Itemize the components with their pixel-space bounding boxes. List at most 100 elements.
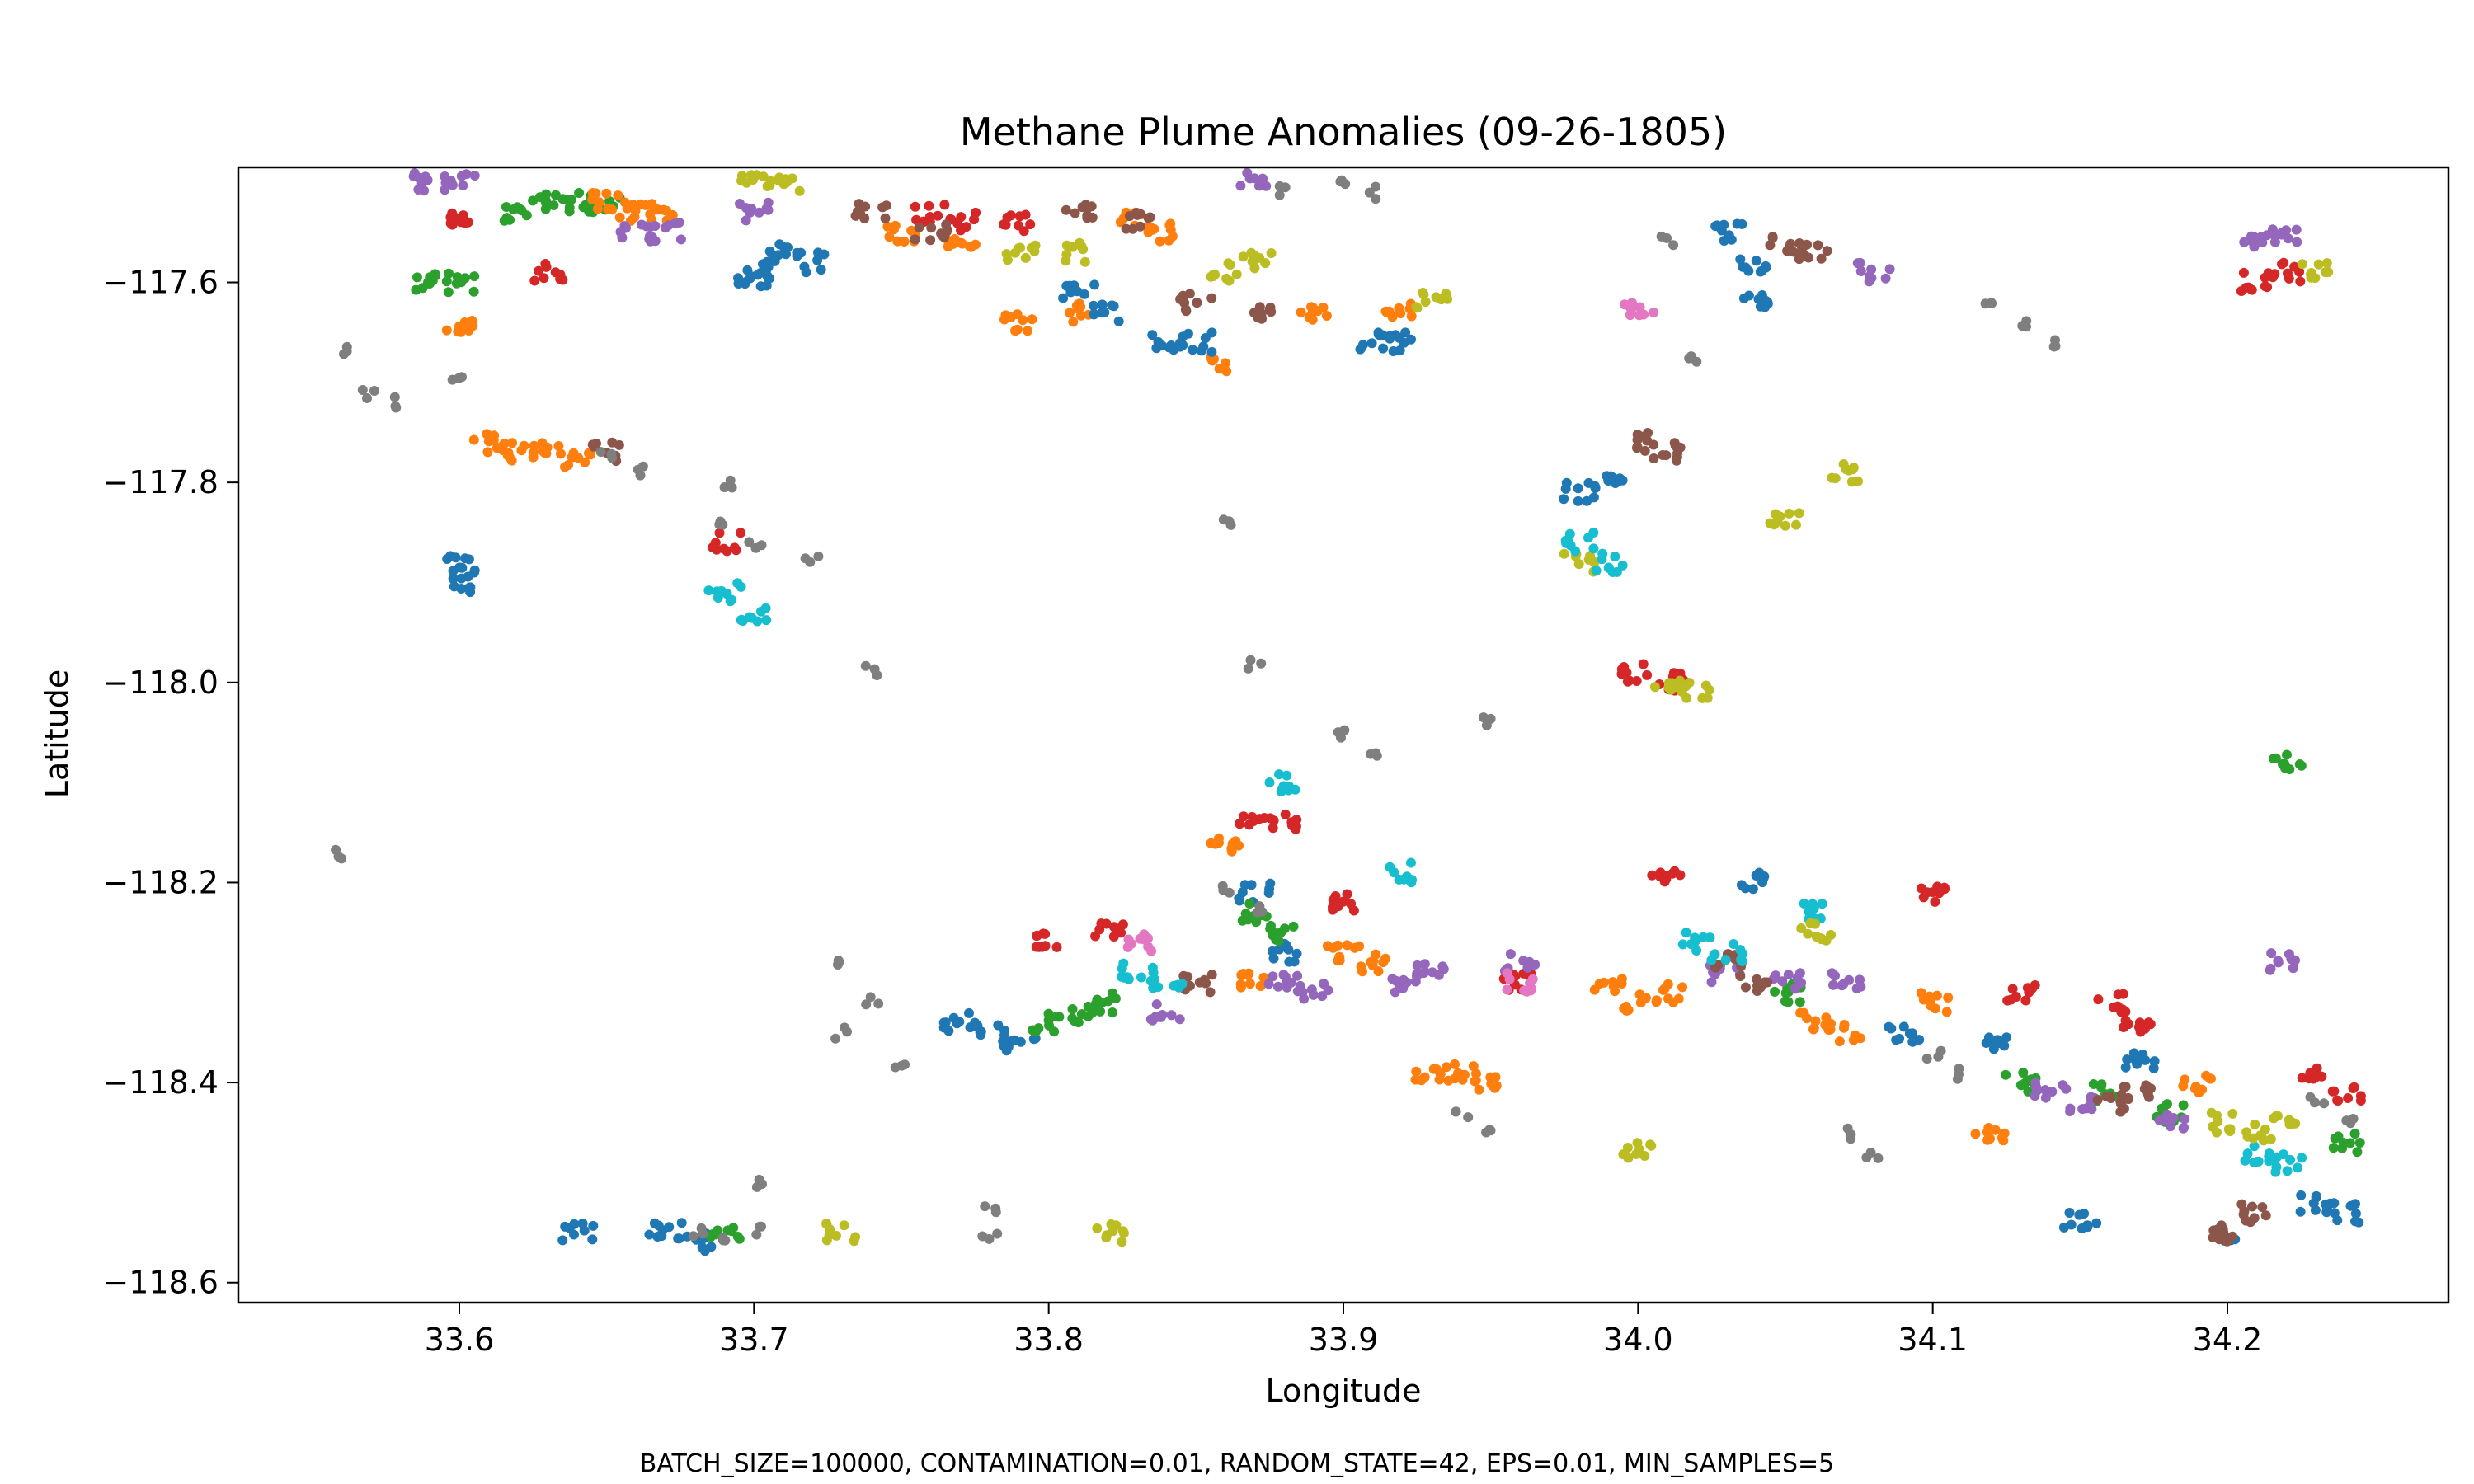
scatter-point — [2030, 1078, 2041, 1088]
scatter-point — [553, 441, 564, 451]
scatter-point — [1069, 1016, 1079, 1026]
scatter-point — [2178, 1123, 2189, 1134]
scatter-point — [1242, 167, 1253, 178]
scatter-point — [1441, 1062, 1451, 1073]
scatter-point — [938, 1022, 949, 1033]
scatter-point — [2240, 1155, 2251, 1166]
scatter-point — [1751, 256, 1761, 266]
scatter-point — [430, 270, 441, 281]
scatter-point — [1001, 1045, 1012, 1056]
scatter-point — [1625, 310, 1635, 321]
scatter-point — [2270, 1167, 2281, 1177]
scatter-point — [409, 168, 420, 178]
scatter-point — [812, 255, 823, 265]
scatter-point — [2273, 957, 2284, 968]
scatter-point — [1481, 720, 1492, 730]
scatter-point — [1719, 219, 1729, 230]
scatter-point — [1123, 934, 1134, 945]
scatter-point — [468, 434, 479, 445]
scatter-point — [1598, 977, 1609, 988]
scatter-point — [760, 603, 771, 613]
scatter-point — [391, 402, 402, 413]
scatter-point — [1564, 528, 1575, 539]
scatter-point — [1136, 972, 1146, 983]
scatter-point — [850, 1232, 861, 1242]
scatter-point — [1691, 934, 1702, 945]
scatter-point — [1470, 1076, 1480, 1087]
scatter-point — [1794, 254, 1804, 265]
scatter-point — [557, 1235, 568, 1246]
scatter-point — [1322, 941, 1333, 951]
scatter-point — [1224, 275, 1235, 286]
scatter-point — [441, 325, 452, 336]
scatter-point — [1706, 977, 1717, 988]
scatter-point — [2328, 1143, 2339, 1153]
x-tick-label: 34.1 — [1898, 1322, 1968, 1358]
scatter-point — [1028, 1025, 1038, 1036]
scatter-point — [1662, 232, 1672, 243]
scatter-point — [447, 374, 458, 385]
scatter-point — [1856, 981, 1866, 992]
scatter-point — [1608, 981, 1619, 992]
scatter-point — [1079, 256, 1090, 267]
scatter-point — [729, 542, 740, 553]
scatter-point — [976, 1030, 986, 1040]
scatter-point — [1560, 483, 1571, 494]
scatter-point — [1983, 1032, 1994, 1043]
scatter-point — [1672, 452, 1682, 463]
scatter-point — [1443, 1075, 1454, 1086]
scatter-point — [2134, 1017, 2145, 1028]
scatter-point — [2349, 1129, 2360, 1139]
scatter-point — [1616, 664, 1627, 674]
scatter-point — [2207, 1121, 2218, 1132]
scatter-point — [1087, 212, 1098, 223]
scatter-point — [2140, 1054, 2151, 1065]
scatter-point — [1291, 948, 1302, 959]
scatter-point — [1649, 308, 1659, 317]
scatter-point — [2332, 1095, 2343, 1106]
scatter-point — [1735, 971, 1746, 981]
scatter-point — [1921, 1054, 1932, 1064]
scatter-point — [1306, 984, 1317, 995]
scatter-point — [1292, 970, 1303, 981]
scatter-point — [1702, 693, 1713, 703]
scatter-point — [1669, 438, 1680, 448]
scatter-point — [1255, 981, 1266, 991]
scatter-point — [2350, 1216, 2360, 1227]
scatter-point — [1659, 984, 1670, 994]
scatter-point — [341, 341, 352, 352]
scatter-point — [1941, 1007, 1952, 1017]
scatter-point — [2297, 259, 2307, 270]
scatter-point — [620, 197, 630, 208]
scatter-point — [1419, 959, 1430, 970]
scatter-point — [1751, 871, 1761, 881]
scatter-point — [1677, 939, 1688, 950]
scatter-point — [1334, 955, 1345, 965]
scatter-point — [1647, 870, 1658, 881]
scatter-point — [1092, 994, 1103, 1005]
scatter-point — [2279, 257, 2289, 268]
scatter-point — [1419, 1072, 1430, 1082]
scatter-point — [1757, 265, 1767, 276]
scatter-point — [688, 1231, 698, 1242]
scatter-point — [1437, 961, 1448, 972]
scatter-point — [1710, 962, 1721, 973]
scatter-point — [1001, 249, 1012, 260]
scatter-point — [664, 1222, 675, 1233]
scatter-point — [1729, 939, 1739, 949]
scatter-point — [1264, 303, 1275, 314]
scatter-point — [1342, 889, 1352, 899]
scatter-point — [595, 447, 606, 458]
scatter-point — [733, 279, 744, 289]
scatter-point — [2201, 1070, 2212, 1081]
scatter-point — [1624, 675, 1634, 686]
scatter-point — [2345, 1200, 2356, 1211]
scatter-point — [2313, 259, 2324, 270]
scatter-point — [1823, 1025, 1834, 1035]
scatter-point — [964, 1007, 974, 1018]
scatter-point — [1218, 514, 1229, 525]
scatter-point — [516, 445, 527, 456]
scatter-point — [2021, 322, 2031, 332]
scatter-point — [644, 1229, 655, 1240]
scatter-point — [1192, 298, 1202, 308]
